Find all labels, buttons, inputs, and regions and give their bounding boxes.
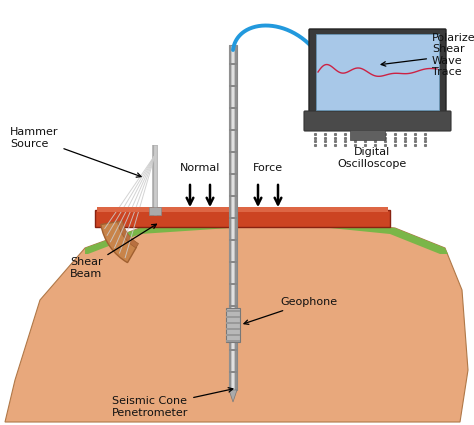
Bar <box>229 327 237 329</box>
Bar <box>226 328 240 330</box>
Bar <box>226 340 240 342</box>
Text: Digital
Oscilloscope: Digital Oscilloscope <box>337 147 407 169</box>
Bar <box>229 195 237 197</box>
Wedge shape <box>101 221 137 263</box>
Text: Normal: Normal <box>180 163 220 173</box>
Bar <box>316 34 439 110</box>
Bar <box>229 107 237 109</box>
Text: Shear
Beam: Shear Beam <box>70 224 156 279</box>
Bar <box>226 310 240 312</box>
Polygon shape <box>5 222 468 422</box>
Text: Force: Force <box>253 163 283 173</box>
Bar <box>229 45 237 390</box>
Bar <box>226 308 240 342</box>
Bar <box>229 85 237 87</box>
FancyBboxPatch shape <box>309 29 446 116</box>
Bar <box>226 334 240 336</box>
Wedge shape <box>118 221 138 248</box>
Bar <box>350 130 385 140</box>
Bar <box>97 207 388 212</box>
Bar <box>235 45 237 390</box>
Bar <box>229 45 231 390</box>
Bar <box>226 322 240 324</box>
Bar <box>229 261 237 263</box>
Bar <box>226 316 240 318</box>
Bar <box>229 283 237 285</box>
Bar <box>229 173 237 175</box>
Text: Hammer
Source: Hammer Source <box>10 127 141 177</box>
Bar <box>229 217 237 219</box>
Bar <box>149 207 161 215</box>
Text: Polarized
Shear
Wave
Trace: Polarized Shear Wave Trace <box>381 33 474 77</box>
Text: Geophone: Geophone <box>244 297 337 324</box>
Bar <box>229 151 237 153</box>
Bar <box>229 129 237 131</box>
FancyBboxPatch shape <box>304 111 451 131</box>
Bar <box>229 305 237 307</box>
Text: Seismic Cone
Penetrometer: Seismic Cone Penetrometer <box>112 388 233 418</box>
Bar <box>229 63 237 65</box>
Bar <box>232 45 234 390</box>
Bar <box>95 210 390 227</box>
Bar <box>229 371 237 373</box>
Polygon shape <box>229 390 237 402</box>
Bar <box>229 349 237 351</box>
Bar <box>229 239 237 241</box>
Polygon shape <box>85 222 448 254</box>
